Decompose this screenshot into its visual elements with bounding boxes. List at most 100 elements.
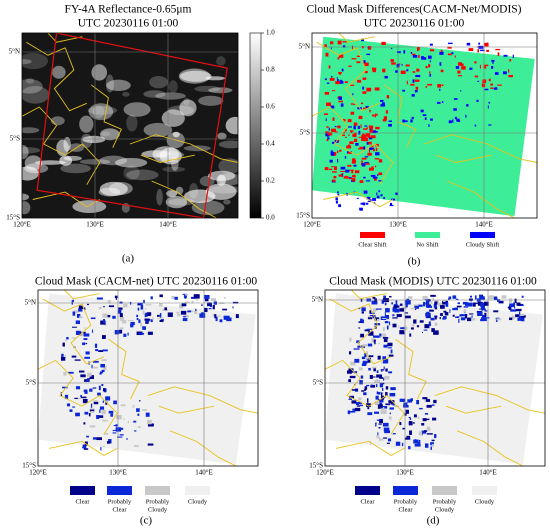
cloud-pixel <box>377 391 381 395</box>
cloud-pixel <box>136 408 140 412</box>
cloud-pixel <box>501 295 507 299</box>
cloud-pixel <box>345 169 350 173</box>
cloud-pixel <box>403 405 409 408</box>
y-tick-label: 15°S <box>6 214 20 222</box>
cloud <box>106 79 131 91</box>
cloud <box>165 195 188 209</box>
cloud-pixel <box>358 130 361 135</box>
y-tick-label: 15°S <box>309 462 323 470</box>
cloud-pixel <box>71 300 73 305</box>
cloud-pixel <box>516 302 521 306</box>
cloud-pixel <box>376 391 379 395</box>
cloud-pixel <box>353 132 357 136</box>
cloud-pixel <box>382 119 387 122</box>
cloud-pixel <box>386 325 389 330</box>
panel: Cloud Mask (MODIS) UTC 20230116 01:00 120… <box>309 276 546 527</box>
cloud-pixel <box>452 308 458 311</box>
cloud-pixel <box>432 297 434 301</box>
cloud-pixel <box>422 295 428 300</box>
cloud-pixel <box>474 75 479 78</box>
cloud-pixel <box>376 195 380 199</box>
cloud-pixel <box>514 298 517 304</box>
cloud-pixel <box>369 314 376 319</box>
cloud-pixel <box>412 79 415 83</box>
cloud-pixel <box>326 139 329 142</box>
cloud-pixel <box>428 64 431 68</box>
cloud-pixel <box>332 171 337 173</box>
cloud-pixel <box>399 422 402 426</box>
cloud-pixel <box>326 126 329 128</box>
cloud-pixel <box>408 421 413 426</box>
cloud-pixel <box>127 320 134 322</box>
coastline <box>140 154 195 163</box>
cloud-pixel <box>517 317 522 321</box>
cloud-pixel <box>508 305 512 310</box>
cloud-pixel <box>390 59 394 62</box>
cloud-pixel <box>367 343 373 347</box>
cloud-pixel <box>460 63 464 66</box>
cloud-pixel <box>380 399 384 403</box>
cloud-pixel <box>107 299 111 304</box>
cloud-pixel <box>494 72 499 75</box>
cloud-pixel <box>64 354 66 358</box>
cloud-pixel <box>503 71 507 75</box>
cloud <box>183 145 211 152</box>
cloud-pixel <box>337 193 340 196</box>
cloud-pixel <box>359 146 364 150</box>
cloud-pixel <box>334 125 337 128</box>
cloud-pixel <box>363 146 366 150</box>
cloud-pixel <box>342 41 347 43</box>
cloud-pixel <box>363 128 368 130</box>
cloud <box>143 90 166 98</box>
cloud-pixel <box>420 109 424 113</box>
cloud-pixel <box>478 42 481 45</box>
cloud <box>218 158 238 174</box>
cloud-pixel <box>113 400 117 405</box>
cloud-pixel <box>89 409 95 412</box>
cloud-pixel <box>374 317 380 321</box>
cloud-pixel <box>63 371 67 376</box>
cloud-pixel <box>349 169 354 171</box>
cloud-pixel <box>421 423 425 426</box>
cloud-pixel <box>401 64 403 66</box>
cloud-pixel <box>390 387 396 391</box>
coastline <box>325 359 405 435</box>
cloud-pixel <box>371 145 374 148</box>
cloud-pixel <box>84 390 88 394</box>
cloud-pixel <box>334 131 338 133</box>
cloud-pixel <box>413 422 415 424</box>
colorbar-label: 1.0 <box>266 29 275 37</box>
cloud-pixel <box>466 317 472 322</box>
cloud-pixel <box>484 88 489 91</box>
cloud-pixel <box>102 335 106 339</box>
cloud-pixel <box>433 308 438 310</box>
cloud-pixel <box>364 386 368 390</box>
cloud-pixel <box>373 130 376 134</box>
cloud-pixel <box>388 416 392 420</box>
cloud-pixel <box>416 49 419 52</box>
cloud-pixel <box>195 299 199 301</box>
cloud-pixel <box>373 339 376 343</box>
cloud-pixel <box>391 62 396 65</box>
cloud-pixel <box>340 170 345 172</box>
cloud <box>22 193 30 201</box>
cloud-pixel <box>444 312 449 316</box>
cloud-pixel <box>392 403 395 406</box>
cloud-pixel <box>215 316 218 322</box>
cloud-pixel <box>144 308 147 310</box>
coastline <box>129 134 238 163</box>
cloud-pixel <box>440 69 444 73</box>
cloud-pixel <box>431 328 435 333</box>
x-tick-label: 140°E <box>195 469 213 477</box>
cloud-pixel <box>375 308 382 310</box>
cloud-pixel <box>383 437 388 439</box>
cloud-pixel <box>381 102 385 105</box>
cloud-pixel <box>366 53 371 56</box>
legend-swatch <box>145 486 170 495</box>
map-background <box>22 33 238 218</box>
domain-box <box>36 33 228 218</box>
cloud-pixel <box>409 430 412 435</box>
y-tick-label: 5°N <box>25 299 36 307</box>
cloud-pixel <box>509 303 515 308</box>
cloud-pixel <box>483 64 489 67</box>
